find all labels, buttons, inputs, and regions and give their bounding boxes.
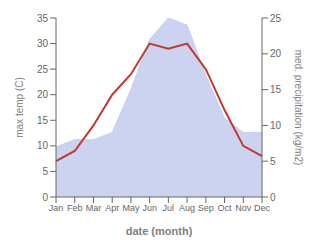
svg-text:35: 35 [37,13,49,24]
svg-text:15: 15 [270,84,282,95]
svg-text:0: 0 [42,192,48,203]
svg-text:Jan: Jan [49,203,64,213]
svg-text:0: 0 [270,192,276,203]
svg-text:May: May [122,203,140,213]
svg-text:30: 30 [37,38,49,49]
svg-text:Jun: Jun [142,203,157,213]
svg-text:20: 20 [37,89,49,100]
svg-text:5: 5 [42,166,48,177]
svg-text:5: 5 [270,156,276,167]
svg-text:med. precipitation (kg/m2): med. precipitation (kg/m2) [293,50,304,166]
svg-text:Sep: Sep [198,203,214,213]
svg-text:25: 25 [37,64,49,75]
svg-text:10: 10 [37,140,49,151]
svg-text:15: 15 [37,115,49,126]
svg-text:10: 10 [270,120,282,131]
svg-text:max temp (C): max temp (C) [14,77,25,138]
svg-text:date (month): date (month) [126,225,193,237]
svg-text:20: 20 [270,48,282,59]
svg-text:Dec: Dec [254,203,271,213]
svg-text:Aug: Aug [179,203,195,213]
svg-text:Nov: Nov [235,203,252,213]
svg-text:Jul: Jul [163,203,175,213]
svg-text:Apr: Apr [105,203,119,213]
svg-text:Mar: Mar [86,203,102,213]
svg-text:25: 25 [270,13,282,24]
svg-text:Feb: Feb [67,203,83,213]
svg-text:Oct: Oct [218,203,233,213]
